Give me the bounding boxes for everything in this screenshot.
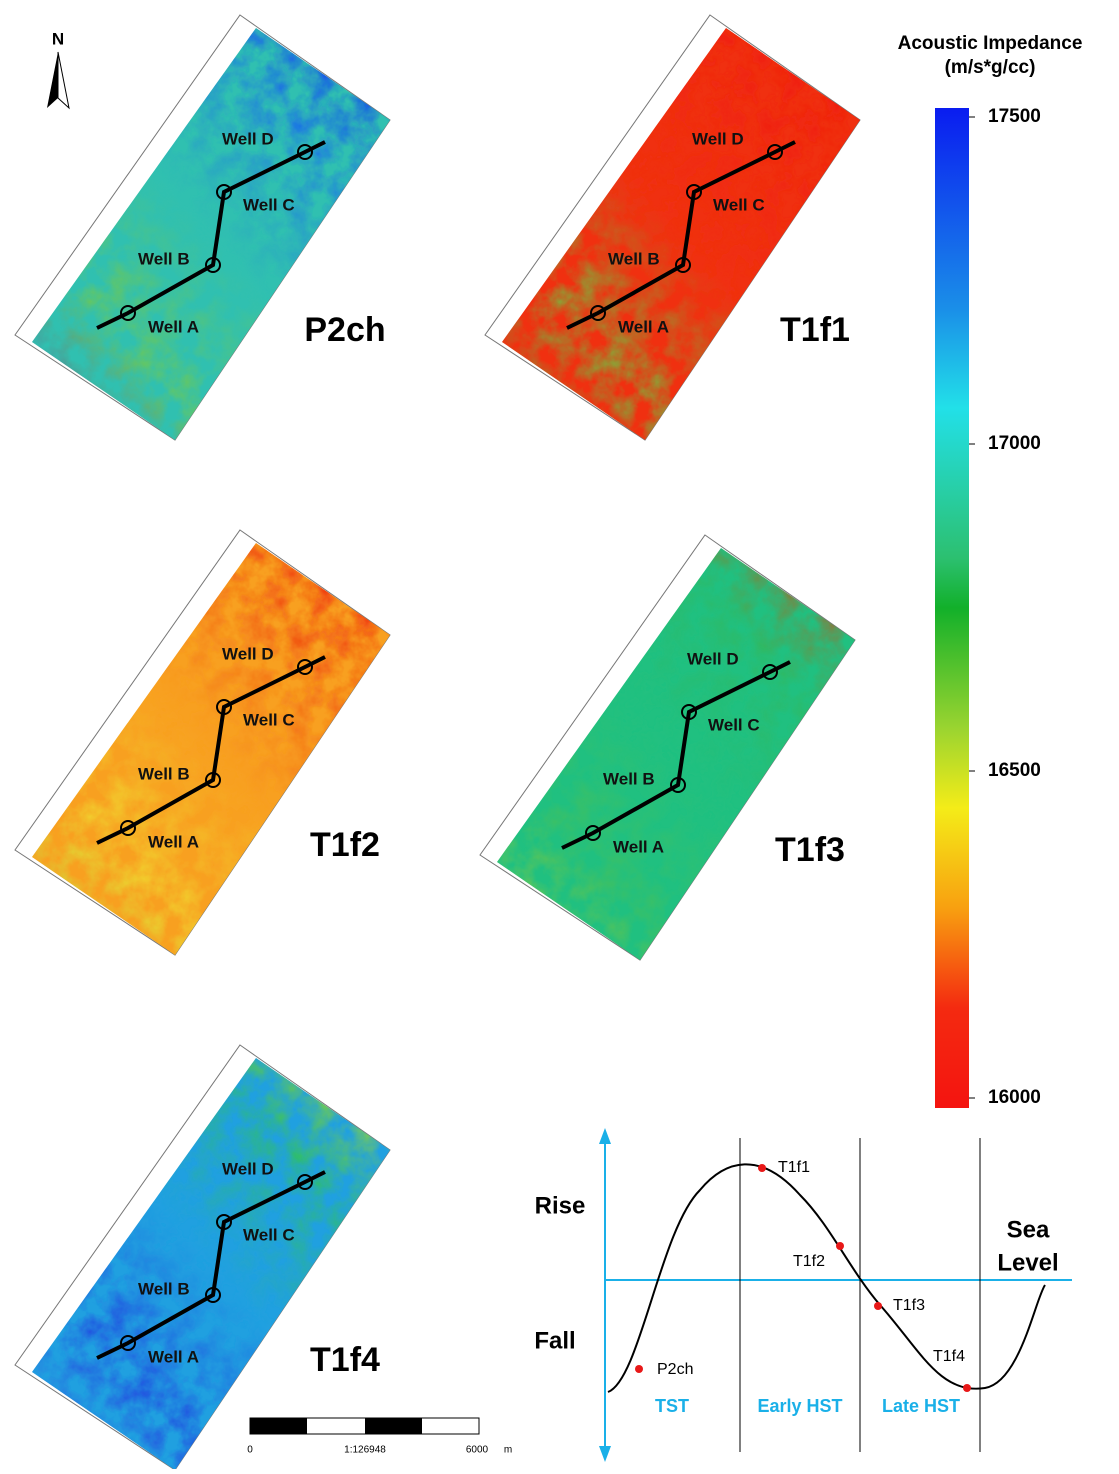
sea-level-title: Sea: [1007, 1216, 1050, 1243]
map-panel: Well A Well B Well C Well D T1f1: [485, 15, 860, 440]
well-label: Well D: [222, 644, 274, 663]
well-label: Well B: [138, 1279, 190, 1298]
point-label: T1f1: [778, 1159, 810, 1176]
colorbar: [935, 108, 969, 1108]
well-label: Well D: [222, 129, 274, 148]
point-label: T1f2: [793, 1253, 825, 1270]
map-panel: Well A Well B Well C Well D T1f2: [15, 530, 390, 955]
scale-unit: m: [504, 1445, 512, 1456]
well-label: Well B: [603, 769, 655, 788]
well-label: Well B: [608, 249, 660, 268]
stage-label: TST: [655, 1396, 689, 1416]
stage-label: Early HST: [757, 1396, 842, 1416]
map-panel: Well A Well B Well C Well D P2ch: [15, 15, 390, 440]
well-label: Well A: [148, 317, 199, 336]
well-label: Well C: [708, 715, 760, 734]
colorbar-tick-label: 17000: [988, 433, 1041, 454]
well-label: Well D: [222, 1159, 274, 1178]
well-label: Well A: [148, 1347, 199, 1366]
map-name: T1f3: [775, 831, 845, 869]
scale-bar: 0 1:126948 6000 m: [247, 1418, 512, 1456]
figure: N Acoustic Impedance (m/s*g/cc) 0 1:1269…: [0, 0, 1119, 1469]
point-label: T1f3: [893, 1297, 925, 1314]
well-label: Well D: [687, 649, 739, 668]
map-name: T1f2: [310, 826, 380, 864]
stage-label: Late HST: [882, 1396, 960, 1416]
page: {"north": "N", "maps": [ {"name": "P2ch"…: [0, 0, 1119, 1474]
colorbar-tick-label: 16000: [988, 1087, 1041, 1108]
well-label: Well B: [138, 764, 190, 783]
scale-ratio: 1:126948: [344, 1445, 386, 1456]
well-label: Well C: [243, 195, 295, 214]
map-name: T1f4: [310, 1341, 380, 1379]
north-arrow: N: [47, 29, 69, 108]
rise-label: Rise: [535, 1192, 586, 1219]
well-label: Well C: [243, 710, 295, 729]
colorbar-title: Acoustic Impedance: [898, 33, 1083, 54]
north-label: N: [52, 29, 64, 48]
well-label: Well A: [148, 832, 199, 851]
colorbar-unit: (m/s*g/cc): [945, 57, 1036, 78]
sea-level-title: Level: [997, 1249, 1058, 1276]
map-panel: Well A Well B Well C Well D T1f4: [15, 1045, 390, 1469]
map-name: P2ch: [304, 311, 385, 349]
well-label: Well A: [613, 837, 664, 856]
well-label: Well C: [243, 1225, 295, 1244]
map-panel: Well A Well B Well C Well D T1f3: [480, 535, 855, 960]
well-label: Well C: [713, 195, 765, 214]
scale-start: 0: [247, 1445, 253, 1456]
well-label: Well B: [138, 249, 190, 268]
colorbar-tick-label: 16500: [988, 760, 1041, 781]
point-label: P2ch: [657, 1361, 693, 1378]
map-name: T1f1: [780, 311, 850, 349]
fall-label: Fall: [534, 1327, 575, 1354]
scale-end: 6000: [466, 1445, 489, 1456]
point-label: T1f4: [933, 1348, 965, 1365]
colorbar-tick-label: 17500: [988, 106, 1041, 127]
well-label: Well D: [692, 129, 744, 148]
well-label: Well A: [618, 317, 669, 336]
